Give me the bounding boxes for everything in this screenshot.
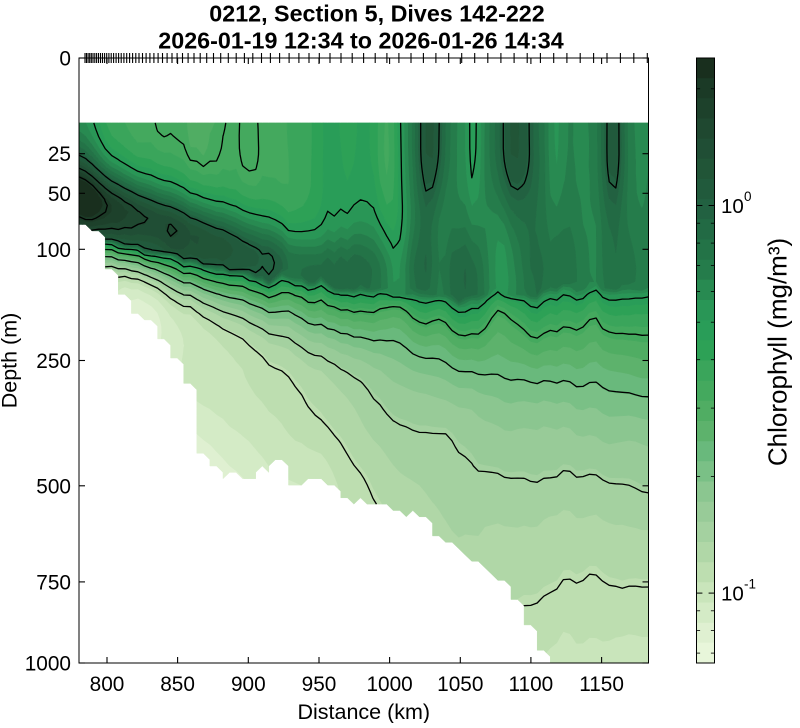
svg-text:1150: 1150 (579, 673, 624, 696)
svg-text:Distance (km): Distance (km) (297, 700, 430, 723)
svg-text:-1: -1 (744, 577, 756, 592)
svg-text:1100: 1100 (509, 673, 554, 696)
svg-text:850: 850 (160, 673, 195, 696)
svg-text:950: 950 (302, 673, 337, 696)
svg-text:100: 100 (36, 239, 71, 262)
svg-text:50: 50 (48, 183, 71, 206)
svg-text:10: 10 (721, 195, 744, 218)
svg-text:10: 10 (721, 583, 744, 606)
svg-text:0: 0 (744, 189, 752, 204)
svg-text:750: 750 (36, 572, 71, 595)
svg-text:500: 500 (36, 475, 71, 498)
svg-text:250: 250 (36, 350, 71, 373)
svg-text:Depth (m): Depth (m) (0, 313, 21, 409)
svg-text:900: 900 (231, 673, 266, 696)
svg-text:0212, Section 5, Dives 142-222: 0212, Section 5, Dives 142-222 (209, 1, 544, 27)
svg-text:1050: 1050 (437, 673, 483, 696)
svg-text:800: 800 (90, 673, 125, 696)
svg-text:1000: 1000 (366, 673, 412, 696)
svg-text:0: 0 (59, 48, 71, 71)
svg-text:Chlorophyll (mg/m³): Chlorophyll (mg/m³) (763, 238, 793, 466)
svg-text:25: 25 (48, 143, 71, 166)
svg-text:1000: 1000 (25, 653, 71, 676)
svg-text:2026-01-19 12:34 to 2026-01-26: 2026-01-19 12:34 to 2026-01-26 14:34 (158, 27, 563, 53)
